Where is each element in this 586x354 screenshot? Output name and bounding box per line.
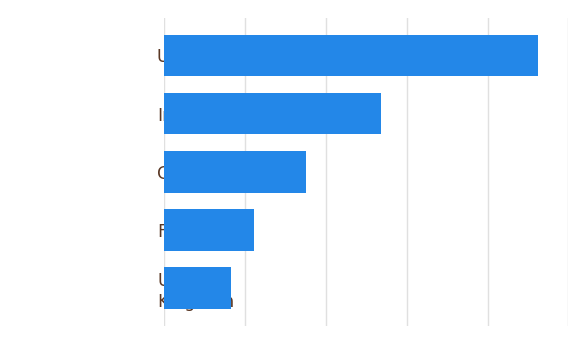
Bar — [164, 93, 381, 135]
Bar — [164, 151, 306, 193]
Bar — [164, 209, 254, 251]
Bar — [164, 267, 231, 309]
Bar — [164, 35, 539, 76]
